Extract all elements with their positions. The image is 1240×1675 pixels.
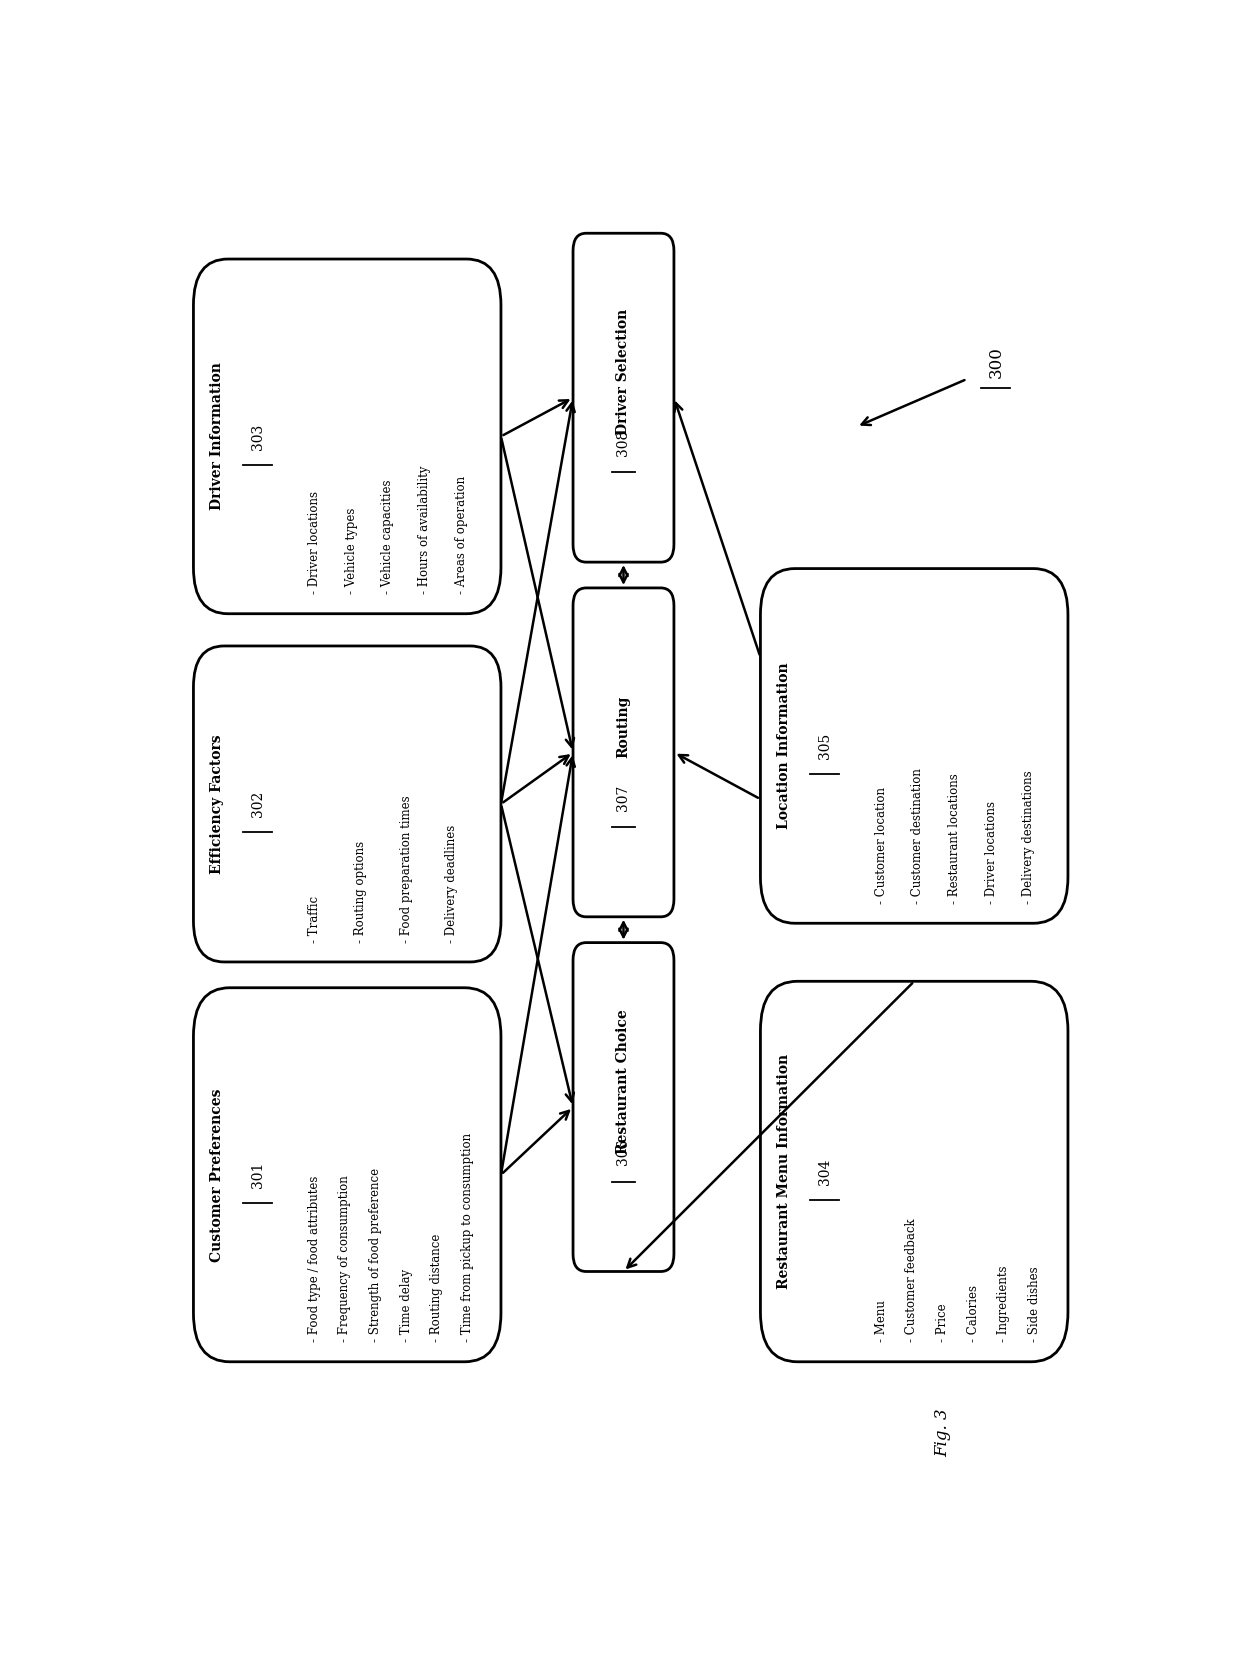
Text: - Price: - Price bbox=[936, 1303, 949, 1342]
Text: - Customer location: - Customer location bbox=[874, 787, 888, 905]
Text: - Time from pickup to consumption: - Time from pickup to consumption bbox=[461, 1134, 474, 1342]
Text: - Customer destination: - Customer destination bbox=[911, 769, 925, 905]
Text: - Side dishes: - Side dishes bbox=[1028, 1266, 1040, 1342]
Text: Location Information: Location Information bbox=[777, 663, 791, 829]
Text: - Delivery deadlines: - Delivery deadlines bbox=[445, 824, 459, 943]
Text: 304: 304 bbox=[818, 1159, 832, 1184]
Text: Restaurant Menu Information: Restaurant Menu Information bbox=[777, 1054, 791, 1290]
Text: - Routing distance: - Routing distance bbox=[430, 1234, 443, 1342]
Text: - Food preparation times: - Food preparation times bbox=[399, 796, 413, 943]
Text: Customer Preferences: Customer Preferences bbox=[211, 1089, 224, 1261]
Text: - Calories: - Calories bbox=[966, 1285, 980, 1342]
Text: 305: 305 bbox=[818, 732, 832, 759]
Text: - Menu: - Menu bbox=[874, 1300, 888, 1342]
Text: - Vehicle capacities: - Vehicle capacities bbox=[381, 479, 394, 595]
Text: - Customer feedback: - Customer feedback bbox=[905, 1219, 919, 1342]
Text: - Traffic: - Traffic bbox=[308, 896, 321, 943]
Text: 300: 300 bbox=[987, 347, 1004, 379]
Text: - Driver locations: - Driver locations bbox=[308, 491, 321, 595]
Text: - Strength of food preference: - Strength of food preference bbox=[370, 1167, 382, 1342]
Text: 306: 306 bbox=[616, 1139, 630, 1166]
Text: Restaurant Choice: Restaurant Choice bbox=[616, 1008, 630, 1154]
Text: - Restaurant locations: - Restaurant locations bbox=[949, 774, 961, 904]
Text: 308: 308 bbox=[616, 430, 630, 456]
Text: Fig. 3: Fig. 3 bbox=[935, 1409, 951, 1457]
FancyBboxPatch shape bbox=[573, 233, 675, 563]
Text: Driver Information: Driver Information bbox=[211, 362, 224, 511]
Text: - Vehicle types: - Vehicle types bbox=[345, 508, 357, 595]
Text: - Frequency of consumption: - Frequency of consumption bbox=[339, 1176, 351, 1342]
Text: 307: 307 bbox=[616, 784, 630, 811]
FancyBboxPatch shape bbox=[760, 568, 1068, 923]
Text: 301: 301 bbox=[250, 1161, 265, 1188]
Text: - Hours of availability: - Hours of availability bbox=[418, 466, 432, 595]
Text: Efficiency Factors: Efficiency Factors bbox=[211, 734, 224, 874]
Text: - Time delay: - Time delay bbox=[399, 1270, 413, 1342]
Text: 302: 302 bbox=[250, 791, 265, 817]
Text: Driver Selection: Driver Selection bbox=[616, 308, 630, 436]
Text: Routing: Routing bbox=[616, 695, 630, 757]
Text: 303: 303 bbox=[250, 424, 265, 449]
Text: - Driver locations: - Driver locations bbox=[985, 801, 998, 905]
FancyBboxPatch shape bbox=[193, 647, 501, 961]
FancyBboxPatch shape bbox=[573, 588, 675, 916]
FancyBboxPatch shape bbox=[193, 260, 501, 613]
Text: - Food type / food attributes: - Food type / food attributes bbox=[308, 1176, 321, 1342]
Text: - Routing options: - Routing options bbox=[353, 841, 367, 943]
FancyBboxPatch shape bbox=[573, 943, 675, 1271]
Text: - Delivery destinations: - Delivery destinations bbox=[1022, 770, 1034, 904]
Text: - Ingredients: - Ingredients bbox=[997, 1266, 1011, 1342]
Text: - Areas of operation: - Areas of operation bbox=[455, 476, 467, 595]
FancyBboxPatch shape bbox=[193, 988, 501, 1362]
FancyBboxPatch shape bbox=[760, 982, 1068, 1362]
